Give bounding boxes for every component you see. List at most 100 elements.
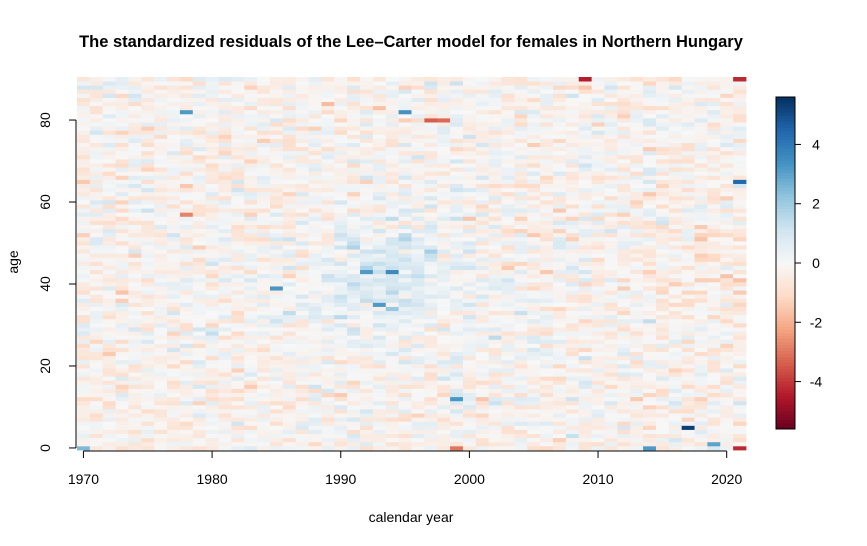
heatmap-cell bbox=[514, 290, 528, 295]
heatmap-cell bbox=[372, 204, 387, 209]
heatmap-cell bbox=[604, 384, 618, 389]
heatmap-cell bbox=[578, 150, 593, 156]
heatmap-cell bbox=[295, 126, 309, 131]
heatmap-cell bbox=[668, 388, 683, 394]
heatmap-cell bbox=[450, 429, 464, 435]
heatmap-cell bbox=[501, 89, 515, 94]
heatmap-cell bbox=[604, 232, 618, 238]
heatmap-cell bbox=[655, 220, 670, 225]
colorbar-segment bbox=[776, 253, 795, 258]
heatmap-cell bbox=[347, 445, 361, 451]
heatmap-cell bbox=[630, 212, 644, 217]
heatmap-cell bbox=[102, 302, 116, 307]
heatmap-cell bbox=[527, 134, 541, 139]
heatmap-cell bbox=[720, 126, 734, 131]
heatmap-cell bbox=[668, 298, 683, 303]
heatmap-cell bbox=[89, 126, 104, 131]
heatmap-cell bbox=[115, 113, 129, 119]
heatmap-cell bbox=[269, 351, 284, 357]
heatmap-cell bbox=[643, 441, 657, 447]
heatmap-cell bbox=[231, 273, 245, 279]
heatmap-cell bbox=[630, 134, 644, 139]
heatmap-cell bbox=[450, 216, 464, 221]
heatmap-cell bbox=[540, 89, 554, 94]
heatmap-cell bbox=[244, 421, 258, 426]
heatmap-cell bbox=[269, 273, 284, 279]
heatmap-cell bbox=[450, 113, 464, 119]
heatmap-cell bbox=[424, 204, 438, 209]
heatmap-cell bbox=[527, 224, 541, 230]
heatmap-cell bbox=[269, 97, 284, 102]
heatmap-cell bbox=[218, 208, 232, 213]
heatmap-cell bbox=[630, 413, 644, 418]
heatmap-cell bbox=[565, 97, 580, 102]
heatmap-cell bbox=[527, 437, 541, 443]
heatmap-cell bbox=[141, 253, 155, 258]
heatmap-cell bbox=[244, 425, 258, 430]
heatmap-cell bbox=[437, 212, 451, 217]
heatmap-cell bbox=[192, 359, 207, 365]
heatmap-cell bbox=[295, 265, 309, 271]
colorbar-segment bbox=[776, 404, 795, 409]
heatmap-cell bbox=[527, 269, 541, 275]
heatmap-cell bbox=[244, 290, 258, 295]
heatmap-cell bbox=[720, 335, 734, 340]
heatmap-cell bbox=[372, 236, 387, 242]
heatmap-cell bbox=[553, 359, 567, 365]
heatmap-cell bbox=[694, 314, 708, 320]
heatmap-cell bbox=[681, 376, 695, 381]
heatmap-cell bbox=[668, 77, 683, 82]
heatmap-cell bbox=[668, 376, 683, 381]
heatmap-cell bbox=[694, 208, 708, 213]
heatmap-cell bbox=[681, 195, 695, 201]
heatmap-cell bbox=[128, 335, 142, 340]
heatmap-cell bbox=[437, 126, 451, 131]
heatmap-cell bbox=[179, 85, 194, 90]
heatmap-cell bbox=[475, 327, 490, 332]
heatmap-cell bbox=[115, 290, 129, 295]
heatmap-cell bbox=[578, 253, 593, 258]
heatmap-cell bbox=[398, 269, 412, 275]
heatmap-cell bbox=[360, 273, 374, 279]
colorbar-segment bbox=[776, 250, 795, 255]
heatmap-cell bbox=[167, 359, 181, 365]
heatmap-cell bbox=[733, 429, 747, 435]
heatmap-cell bbox=[334, 277, 348, 283]
heatmap-cell bbox=[475, 101, 490, 107]
heatmap-cell bbox=[424, 150, 438, 156]
heatmap-cell bbox=[514, 310, 528, 316]
heatmap-cell bbox=[372, 269, 387, 275]
heatmap-cell bbox=[655, 163, 670, 168]
heatmap-cell bbox=[347, 232, 361, 238]
heatmap-cell bbox=[321, 224, 335, 230]
heatmap-cell bbox=[630, 376, 644, 381]
heatmap-cell bbox=[630, 179, 644, 184]
heatmap-cell bbox=[527, 154, 541, 160]
heatmap-cell bbox=[398, 404, 412, 410]
heatmap-cell bbox=[205, 240, 219, 246]
heatmap-cell bbox=[179, 372, 194, 377]
heatmap-cell bbox=[694, 331, 708, 336]
heatmap-cell bbox=[643, 89, 657, 94]
heatmap-cell bbox=[694, 306, 708, 312]
heatmap-cell bbox=[347, 318, 361, 324]
heatmap-cell bbox=[655, 265, 670, 271]
heatmap-cell bbox=[630, 343, 644, 348]
heatmap-cell bbox=[154, 437, 168, 443]
heatmap-cell bbox=[244, 179, 258, 184]
heatmap-cell bbox=[295, 220, 309, 225]
heatmap-cell bbox=[372, 335, 387, 340]
heatmap-cell bbox=[398, 261, 412, 266]
heatmap-cell bbox=[591, 245, 605, 250]
heatmap-cell bbox=[179, 187, 194, 193]
heatmap-cell bbox=[578, 269, 593, 275]
heatmap-cell bbox=[141, 351, 155, 357]
heatmap-cell bbox=[514, 294, 528, 299]
heatmap-cell bbox=[89, 89, 104, 94]
heatmap-cell bbox=[694, 400, 708, 406]
heatmap-cell bbox=[437, 392, 451, 398]
heatmap-cell bbox=[154, 109, 168, 115]
heatmap-cell bbox=[462, 224, 477, 230]
heatmap-cell bbox=[630, 89, 644, 94]
heatmap-cell bbox=[179, 310, 194, 316]
